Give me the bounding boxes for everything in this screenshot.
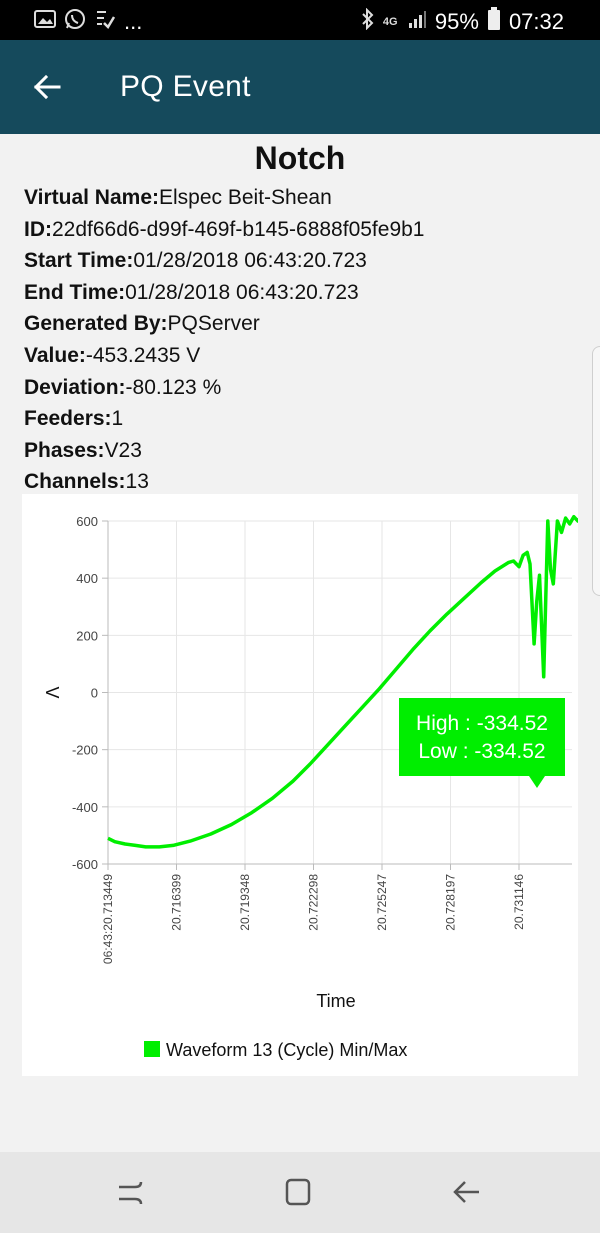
waveform-chart[interactable]: 600 400 200 0 -200 -400 -600 06:43:20.713449 20.… xyxy=(22,494,600,1076)
x-tick-label: 06:43:20.713449 xyxy=(101,874,115,964)
status-left: ... xyxy=(34,8,142,36)
tooltip-box xyxy=(399,698,565,788)
field-value: 01/28/2018 06:43:20.723 xyxy=(133,249,367,273)
field-value: Elspec Beit-Shean xyxy=(159,186,332,209)
event-title: Notch xyxy=(254,140,346,176)
bluetooth-icon xyxy=(361,7,375,36)
field-value: 1 xyxy=(111,407,124,431)
x-tick-label: 20.716399 xyxy=(170,874,184,931)
field-value: 22df66d6-d99f-469f-b145-6888f05fe9b1 xyxy=(52,217,425,241)
field-deviation: Deviation:-80.123 % xyxy=(24,372,584,404)
tooltip-high: High : -334.52 xyxy=(416,712,548,735)
field-value: 13 xyxy=(125,470,149,494)
field-label: Virtual Name: xyxy=(24,186,159,209)
back-nav-button[interactable] xyxy=(444,1172,488,1212)
task-check-icon xyxy=(94,8,116,36)
field-generated-by: Generated By:PQServer xyxy=(24,308,584,340)
edge-panel-handle[interactable] xyxy=(592,346,600,596)
tooltip-low: Low : -334.52 xyxy=(418,740,545,763)
event-info-list: Virtual Name:Elspec Beit-Shean ID:22df66… xyxy=(24,182,584,498)
back-nav-icon xyxy=(453,1181,479,1203)
y-tick-label: 0 xyxy=(91,686,98,701)
x-tick-label: 20.722298 xyxy=(307,874,321,931)
event-details: Notch Virtual Name:Elspec Beit-Shean ID:… xyxy=(0,134,600,1152)
recent-apps-button[interactable] xyxy=(108,1172,152,1212)
page-title: PQ Event xyxy=(120,70,251,103)
battery-icon xyxy=(487,7,501,37)
field-start-time: Start Time:01/28/2018 06:43:20.723 xyxy=(24,245,584,277)
field-virtual-name: Virtual Name:Elspec Beit-Shean xyxy=(24,182,584,214)
legend-label: Waveform 13 (Cycle) Min/Max xyxy=(166,1040,407,1060)
field-id: ID:22df66d6-d99f-469f-b145-6888f05fe9b1 xyxy=(24,214,584,246)
status-bar: ... 4G 95% 07:32 xyxy=(0,0,600,40)
field-channels: Channels:13 xyxy=(24,466,584,498)
network-type: 4G xyxy=(382,16,398,28)
y-axis-title: V xyxy=(42,686,62,698)
y-tick-label: -200 xyxy=(72,743,98,758)
field-value: PQServer xyxy=(167,312,260,336)
field-phases: Phases:V23 xyxy=(24,435,584,467)
field-value: -453.2435 V xyxy=(85,343,201,367)
series-line xyxy=(107,513,600,849)
status-right: 4G 95% 07:32 xyxy=(361,7,564,37)
field-label: Value: xyxy=(24,343,86,367)
y-tick-label: -600 xyxy=(72,857,98,872)
field-label: Generated By: xyxy=(24,312,168,336)
x-tick-label: 20.731146 xyxy=(512,874,526,930)
clock: 07:32 xyxy=(508,9,564,34)
gallery-icon xyxy=(34,9,56,35)
status-ellipsis: ... xyxy=(124,9,143,34)
field-label: Start Time: xyxy=(24,249,134,273)
field-end-time: End Time:01/28/2018 06:43:20.723 xyxy=(24,277,584,309)
field-label: End Time: xyxy=(24,280,126,304)
arrow-left-icon xyxy=(33,74,61,100)
y-tick-label: 400 xyxy=(76,571,98,586)
back-button[interactable] xyxy=(24,64,70,110)
field-value: Value:-453.2435 V xyxy=(24,340,584,372)
y-tick-label: -400 xyxy=(72,800,98,815)
field-value: -80.123 % xyxy=(125,375,222,399)
x-tick-label: 20.719348 xyxy=(238,874,252,931)
field-feeders: Feeders:1 xyxy=(24,403,584,435)
app-bar: PQ Event xyxy=(0,40,600,134)
x-axis-title: Time xyxy=(316,991,355,1011)
home-icon xyxy=(285,1178,311,1206)
field-label: ID: xyxy=(24,217,52,241)
field-value: 01/28/2018 06:43:20.723 xyxy=(125,280,359,304)
field-value: V23 xyxy=(104,438,142,462)
home-button[interactable] xyxy=(276,1172,320,1212)
y-tick-label: 600 xyxy=(76,514,98,529)
field-label: Channels: xyxy=(24,470,126,494)
signal-icon xyxy=(407,9,427,35)
field-label: Feeders: xyxy=(24,407,112,431)
battery-percent: 95% xyxy=(434,9,479,34)
x-tick-label: 20.728197 xyxy=(444,874,458,931)
whatsapp-icon xyxy=(64,8,86,36)
legend-swatch xyxy=(144,1041,160,1057)
x-tick-label: 20.725247 xyxy=(375,874,389,931)
y-tick-label: 200 xyxy=(76,628,98,643)
system-nav-bar xyxy=(0,1152,600,1233)
recent-apps-icon xyxy=(119,1181,143,1205)
field-label: Phases: xyxy=(24,438,105,462)
field-label: Deviation: xyxy=(24,375,126,399)
